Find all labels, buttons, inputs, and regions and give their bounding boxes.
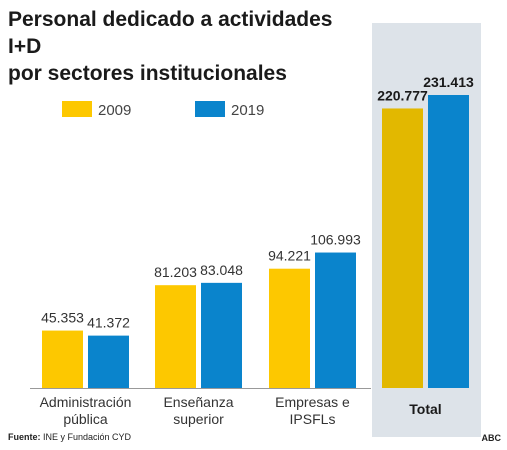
legend-swatch-2019 [195, 101, 225, 117]
bar-2019-1 [201, 282, 242, 388]
data-label-2009-1: 81.203 [154, 264, 197, 280]
legend-swatch-2009 [62, 101, 92, 117]
bar-2009-3 [382, 108, 423, 388]
bar-2009-1 [155, 285, 196, 388]
chart-title-line-1: Personal dedicado a actividades I+D [8, 8, 333, 58]
category-label-1-1: superior [173, 411, 224, 427]
legend-label-2009: 2009 [98, 102, 131, 119]
chart-title-line-2: por sectores institucionales [8, 62, 287, 85]
chart-title: Personal dedicado a actividades I+D por … [8, 6, 368, 87]
data-label-2019-2: 106.993 [310, 232, 361, 248]
category-label-0-1: pública [63, 411, 108, 427]
source-note: Fuente: INE y Fundación CYD [8, 432, 131, 442]
bar-2019-3 [428, 95, 469, 388]
data-label-2009-0: 45.353 [41, 310, 84, 326]
brand-logo: ABC [481, 433, 502, 443]
source-label: Fuente: [8, 432, 41, 442]
source-text: INE y Fundación CYD [43, 432, 132, 442]
data-label-2009-2: 94.221 [268, 248, 311, 264]
category-label-2-1: IPSFLs [290, 411, 336, 427]
category-label-2-0: Empresas e [275, 394, 350, 410]
category-label-3-0: Total [409, 401, 441, 417]
category-label-1-0: Enseñanza [163, 394, 233, 410]
bar-2009-0 [42, 330, 83, 388]
data-label-2009-3: 220.777 [377, 87, 428, 103]
data-label-2019-3: 231.413 [423, 74, 474, 90]
category-label-0-0: Administración [40, 394, 132, 410]
data-label-2019-1: 83.048 [200, 262, 243, 278]
legend-label-2019: 2019 [231, 102, 264, 119]
data-label-2019-0: 41.372 [87, 315, 130, 331]
bar-2019-0 [88, 335, 129, 388]
bar-2009-2 [269, 268, 310, 388]
bar-2019-2 [315, 252, 356, 388]
